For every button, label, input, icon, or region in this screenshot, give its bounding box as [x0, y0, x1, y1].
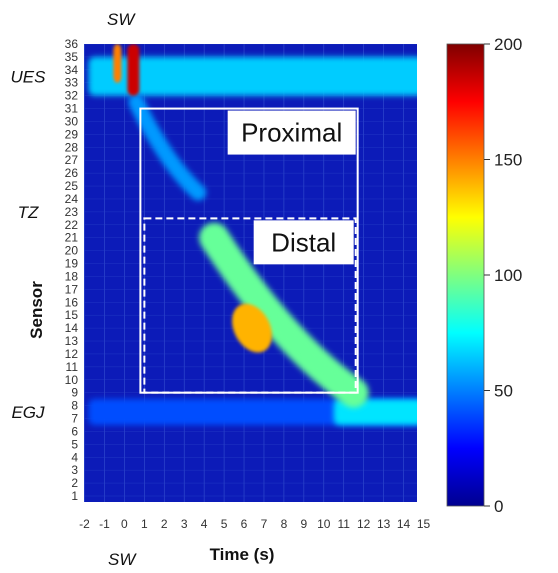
ues-pressure-band [88, 56, 417, 96]
sensor-tick-label: 2 [71, 476, 78, 490]
sensor-tick-label: 9 [71, 386, 78, 400]
sensor-tick-label: 15 [65, 308, 79, 322]
time-tick-label: 6 [241, 517, 248, 531]
time-tick-label: -2 [79, 517, 90, 531]
sensor-tick-label: 16 [65, 295, 79, 309]
region-label-proximal: Proximal [241, 118, 342, 148]
sensor-tick-label: 26 [65, 166, 79, 180]
sensor-axis-ticks: 1234567891011121314151617181920212223242… [65, 37, 79, 503]
time-tick-label: 13 [377, 517, 391, 531]
colorbar-tick-label: 100 [494, 266, 522, 285]
sensor-tick-label: 11 [66, 360, 79, 374]
sensor-tick-label: 36 [65, 37, 79, 51]
colorbar [446, 43, 485, 507]
sensor-tick-label: 29 [65, 127, 79, 141]
distal-contraction-core [207, 230, 361, 400]
colorbar-ticks: 0 50 100 150 200 [484, 35, 522, 516]
swallow-spike-a [113, 44, 122, 83]
sensor-tick-label: 7 [71, 412, 78, 426]
time-tick-label: 4 [201, 517, 208, 531]
sensor-annotation-tz: TZ [18, 203, 39, 222]
swallow-spike-b [127, 44, 140, 96]
time-tick-label: 12 [357, 517, 371, 531]
sensor-tick-label: 28 [65, 140, 79, 154]
colorbar-tick-label: 200 [494, 35, 522, 54]
heatmap-plot: Proximal Distal [84, 44, 417, 502]
time-tick-label: 2 [161, 517, 168, 531]
sensor-tick-label: 14 [65, 321, 79, 335]
time-tick-label: 9 [301, 517, 308, 531]
time-tick-label: 5 [221, 517, 228, 531]
colorbar-tick-label: 50 [494, 382, 513, 401]
pressure-map [88, 44, 417, 425]
sensor-tick-label: 13 [65, 334, 79, 348]
sensor-tick-label: 10 [65, 373, 79, 387]
sensor-tick-label: 6 [71, 424, 78, 438]
sensor-tick-label: 1 [71, 489, 78, 503]
sensor-tick-label: 32 [65, 89, 79, 103]
sensor-tick-label: 5 [71, 437, 78, 451]
time-axis-ticks: -2 -1 0 1 2 3 4 5 6 7 8 9 10 11 12 13 14 15 [79, 517, 430, 531]
sensor-tick-label: 12 [65, 347, 79, 361]
sensor-tick-label: 21 [65, 231, 79, 245]
region-label-bg [227, 110, 356, 155]
sensor-tick-label: 8 [71, 399, 78, 413]
sensor-tick-label: 18 [65, 269, 79, 283]
time-tick-label: 14 [397, 517, 411, 531]
sensor-tick-label: 22 [65, 218, 79, 232]
swallow-label-bottom: SW [108, 550, 137, 569]
sensor-tick-label: 24 [65, 192, 79, 206]
sensor-tick-label: 27 [65, 153, 79, 167]
sensor-tick-label: 23 [65, 205, 79, 219]
sensor-tick-label: 34 [65, 63, 79, 77]
distal-pressure-peak [232, 303, 272, 353]
time-tick-label: -1 [99, 517, 110, 531]
time-tick-label: 8 [281, 517, 288, 531]
sensor-annotations: UES TZ EGJ [11, 67, 47, 422]
sensor-annotation-egj: EGJ [11, 403, 45, 422]
region-label-distal: Distal [271, 227, 336, 257]
sensor-tick-label: 20 [65, 244, 79, 258]
colorbar-tick-label: 150 [494, 151, 522, 170]
sensor-tick-label: 3 [71, 463, 78, 477]
sensor-tick-label: 19 [65, 257, 79, 271]
sensor-annotation-ues: UES [11, 67, 47, 86]
time-tick-label: 7 [261, 517, 268, 531]
time-tick-label: 10 [317, 517, 331, 531]
sensor-tick-label: 31 [65, 102, 79, 116]
region-box-distal [143, 217, 357, 394]
sensor-tick-label: 35 [65, 50, 79, 64]
swallow-label-top: SW [107, 10, 136, 29]
sensor-tick-label: 25 [65, 179, 79, 193]
sensor-tick-label: 30 [65, 114, 79, 128]
region-boxes: Proximal Distal [139, 107, 359, 394]
x-axis-title: Time (s) [210, 545, 275, 564]
time-tick-label: 1 [141, 517, 148, 531]
time-tick-label: 3 [181, 517, 188, 531]
region-label-bg [253, 220, 354, 265]
time-tick-label: 0 [121, 517, 128, 531]
sensor-tick-label: 33 [65, 76, 79, 90]
time-tick-label: 15 [417, 517, 431, 531]
colorbar-tick-label: 0 [494, 497, 503, 516]
proximal-contraction-wave [128, 94, 207, 201]
region-box-proximal [139, 107, 359, 394]
time-tick-label: 11 [338, 517, 351, 531]
sensor-tick-label: 4 [71, 450, 78, 464]
sensor-tick-label: 17 [65, 282, 79, 296]
y-axis-title: Sensor [27, 281, 46, 339]
